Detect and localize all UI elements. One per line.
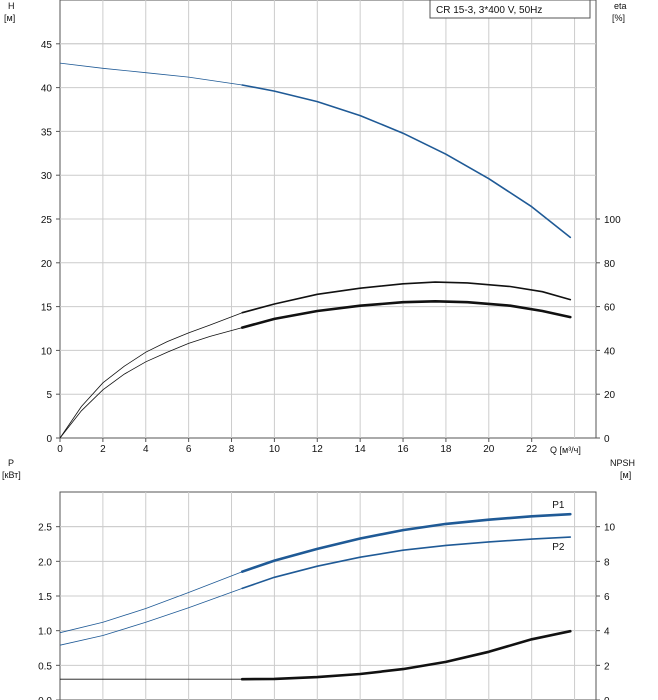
y-left-tick-label: 0 [46, 434, 52, 445]
y-right-tick-label: 0 [604, 696, 610, 700]
x-tick-label: 2 [100, 444, 106, 455]
y-left-tick-label: 40 [41, 84, 53, 95]
top-curves [59, 62, 572, 439]
series-line-top-2 [59, 300, 571, 439]
y-right-tick-label: 2 [604, 661, 610, 672]
x-tick-label: 22 [526, 444, 538, 455]
y-right-tick-label: 8 [604, 557, 610, 568]
series-duty-top-2 [240, 300, 572, 329]
bottom-y-right-unit: [м] [620, 470, 631, 480]
bottom-curves [59, 512, 572, 681]
y-right-tick-label: 80 [604, 259, 616, 270]
series-duty-p2 [241, 536, 572, 590]
top-y-right-label: eta [614, 1, 627, 11]
x-tick-label: 0 [57, 444, 63, 455]
series-line-p1 [59, 513, 571, 634]
y-left-tick-label: 35 [41, 127, 53, 138]
series-line-p2 [59, 536, 571, 646]
bottom-grid [60, 492, 596, 700]
y-left-tick-label: 2.5 [38, 523, 52, 534]
top-y-left-label: H [8, 1, 15, 11]
y-right-tick-label: 40 [604, 346, 616, 357]
bottom-series-labels: P1 P2 [552, 500, 565, 553]
bottom-y-right-label: NPSH [610, 458, 635, 468]
bottom-y-left-unit: [кВт] [2, 470, 21, 480]
y-right-tick-label: 100 [604, 215, 621, 226]
top-y-right-unit: [%] [612, 13, 625, 23]
top-x-ticks: 0 2 4 6 8 10 12 14 16 18 20 22 [57, 438, 538, 455]
series-line-bot-2 [60, 630, 571, 680]
top-y-left-unit: [м] [4, 13, 15, 23]
series-line-top-0 [59, 62, 571, 238]
y-right-tick-label: 60 [604, 303, 616, 314]
series-duty-top-0 [241, 84, 572, 239]
x-tick-label: 8 [229, 444, 235, 455]
y-right-tick-label: 10 [604, 523, 616, 534]
y-right-tick-label: 20 [604, 390, 616, 401]
legend-box [429, 0, 591, 19]
bottom-y-left-label: P [8, 458, 14, 468]
top-y-left-ticks: 0 5 10 15 20 25 30 35 40 45 [41, 40, 60, 445]
top-y-right-ticks: 0 20 40 60 80 100 [596, 215, 621, 445]
series-label-p1: P1 [552, 500, 565, 511]
series-duty-p1 [240, 512, 572, 573]
y-left-tick-label: 25 [41, 215, 53, 226]
x-tick-label: 18 [440, 444, 452, 455]
y-left-tick-label: 45 [41, 40, 53, 51]
top-x-label: Q [м³/ч] [550, 445, 581, 455]
y-left-tick-label: 2.0 [38, 557, 52, 568]
series-label-p2: P2 [552, 542, 565, 553]
top-grid [60, 0, 596, 438]
y-left-tick-label: 15 [41, 303, 53, 314]
x-tick-label: 14 [355, 444, 367, 455]
x-tick-label: 6 [186, 444, 192, 455]
y-left-tick-label: 0.5 [38, 661, 52, 672]
x-tick-label: 4 [143, 444, 149, 455]
x-tick-label: 10 [269, 444, 281, 455]
y-left-tick-label: 10 [41, 346, 53, 357]
legend-text: CR 15-3, 3*400 V, 50Hz [436, 5, 542, 16]
x-tick-label: 20 [483, 444, 495, 455]
head-efficiency-panel: 0 2 4 6 8 10 12 14 16 18 20 22 0 5 10 15 20 25 30 35 40 45 0… [4, 0, 627, 455]
series-duty-bot-2 [240, 629, 572, 681]
bottom-y-left-ticks: 0.0 0.5 1.0 1.5 2.0 2.5 [38, 523, 60, 700]
y-left-tick-label: 1.0 [38, 627, 52, 638]
y-left-tick-label: 1.5 [38, 592, 52, 603]
x-tick-label: 16 [397, 444, 409, 455]
y-left-tick-label: 0.0 [38, 696, 52, 700]
bottom-y-right-ticks: 0 2 4 6 8 10 [596, 523, 616, 700]
y-left-tick-label: 30 [41, 171, 53, 182]
y-right-tick-label: 0 [604, 434, 610, 445]
y-right-tick-label: 4 [604, 627, 610, 638]
series-duty-top-1 [241, 281, 572, 314]
y-right-tick-label: 6 [604, 592, 610, 603]
x-tick-label: 12 [312, 444, 324, 455]
y-left-tick-label: 5 [46, 390, 52, 401]
y-left-tick-label: 20 [41, 259, 53, 270]
